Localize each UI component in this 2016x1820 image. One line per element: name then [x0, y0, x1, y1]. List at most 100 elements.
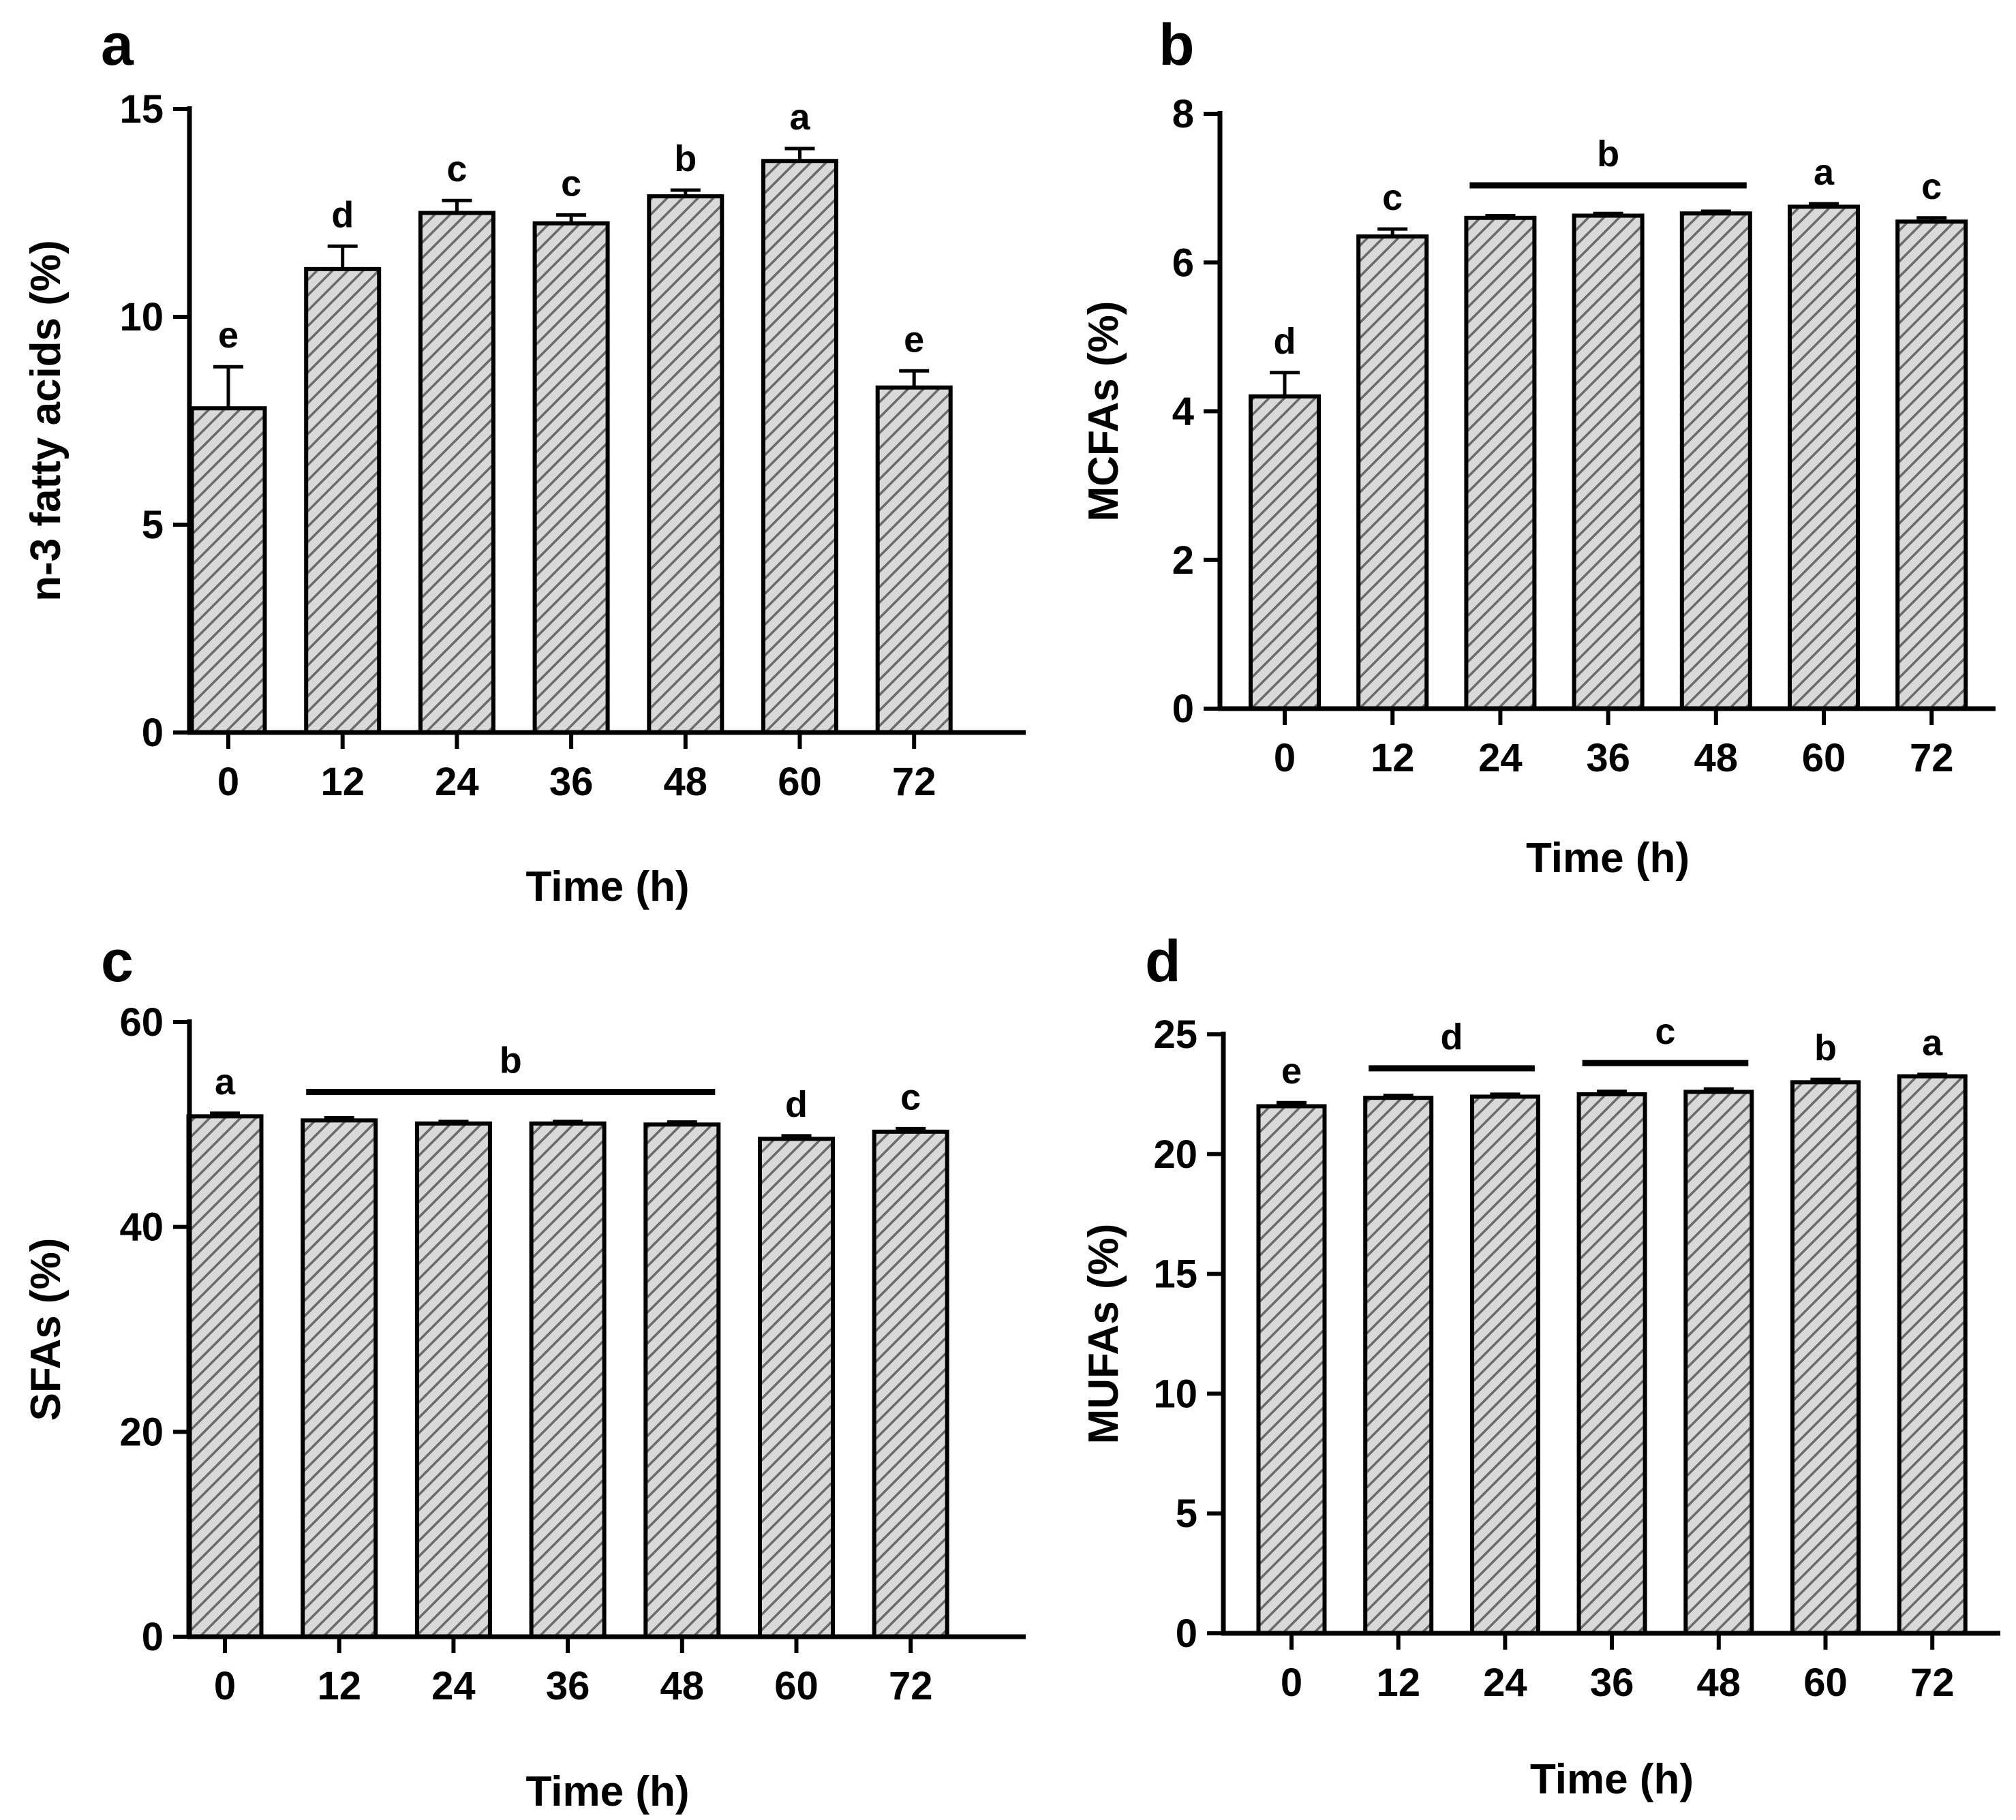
x-tick-label: 12	[320, 760, 365, 804]
significance-letter: a	[1922, 1023, 1943, 1064]
y-tick-label: 0	[142, 1615, 164, 1659]
error-bar	[324, 1116, 354, 1121]
x-tick-label: 48	[1694, 736, 1739, 780]
x-tick-label: 0	[1281, 1661, 1302, 1705]
x-axis-title: Time (h)	[526, 863, 690, 910]
error-bar	[781, 1134, 812, 1139]
y-tick-label: 40	[119, 1205, 164, 1250]
significance-letter: a	[1814, 152, 1835, 193]
bar-36h	[529, 1121, 607, 1639]
x-tick-label: 12	[1376, 1661, 1420, 1705]
panel-d: d e b a d c 0 5 10 15 20 25 0 12 24 36 48 60 72 Time (h) MUF…	[1080, 929, 2000, 1803]
bar-0h	[1249, 394, 1321, 711]
significance-letter: d	[785, 1084, 808, 1125]
error-bar	[899, 369, 930, 388]
significance-letter: d	[1441, 1017, 1463, 1058]
x-tick-label: 0	[1274, 736, 1296, 780]
x-axis-title: Time (h)	[1526, 835, 1690, 882]
y-axis-title: n-3 fatty acids (%)	[22, 240, 70, 602]
significance-letter: b	[500, 1040, 522, 1081]
bar-48h	[647, 194, 724, 735]
x-tick-label: 60	[1803, 1661, 1848, 1705]
error-bar	[327, 244, 358, 269]
x-tick-label: 72	[1910, 1661, 1955, 1705]
x-tick-label: 48	[664, 760, 708, 804]
error-bar	[1809, 202, 1839, 207]
error-bar	[1383, 1094, 1414, 1098]
error-bar	[438, 1120, 469, 1124]
y-tick-label: 5	[142, 503, 164, 547]
y-tick-label: 6	[1172, 241, 1194, 285]
significance-letter: b	[1597, 134, 1619, 174]
x-tick-label: 36	[1590, 1661, 1634, 1705]
bar-72h	[872, 1129, 949, 1639]
significance-letter: c	[1921, 166, 1942, 207]
x-tick-label: 60	[774, 1664, 819, 1708]
bar-12h	[304, 266, 382, 735]
bar-48h	[1683, 1090, 1754, 1636]
error-bar	[210, 1111, 240, 1117]
y-axis-title: MCFAs (%)	[1080, 301, 1127, 522]
x-tick-label: 48	[660, 1664, 705, 1708]
y-tick-label: 15	[119, 87, 164, 132]
error-bar	[896, 1126, 926, 1132]
significance-letter: d	[1274, 321, 1296, 362]
bar-72h	[875, 385, 953, 735]
x-tick-label: 24	[431, 1664, 476, 1708]
bar-72h	[1895, 219, 1968, 711]
panel-letter: a	[101, 12, 134, 78]
y-axis-title: SFAs (%)	[22, 1238, 70, 1421]
significance-letter: e	[904, 319, 924, 360]
y-tick-label: 8	[1172, 92, 1194, 136]
x-tick-label: 12	[317, 1664, 361, 1708]
error-bar	[1593, 211, 1623, 216]
x-tick-label: 24	[1478, 736, 1523, 780]
error-bar	[1917, 1073, 1948, 1077]
bar-60h	[1788, 204, 1860, 711]
y-tick-label: 0	[1176, 1611, 1197, 1656]
error-bar	[1703, 1087, 1734, 1092]
panel-letter: b	[1159, 12, 1195, 78]
significance-letter: c	[1382, 177, 1403, 218]
error-bar	[1810, 1077, 1841, 1083]
error-bar	[213, 365, 243, 409]
error-bar	[1916, 216, 1947, 222]
bar-12h	[1356, 234, 1429, 711]
error-bar	[1490, 1092, 1521, 1097]
x-tick-label: 24	[1483, 1661, 1527, 1705]
bar-36h	[1572, 213, 1645, 711]
significance-letter: c	[446, 149, 467, 189]
x-tick-label: 36	[546, 1664, 590, 1708]
panel-letter: d	[1145, 929, 1181, 994]
bar-60h	[1790, 1080, 1861, 1635]
bar-48h	[1679, 211, 1752, 711]
y-tick-label: 15	[1153, 1252, 1197, 1297]
x-tick-label: 72	[892, 760, 936, 804]
x-tick-label: 72	[889, 1664, 933, 1708]
bar-0h	[189, 406, 267, 735]
y-tick-label: 60	[119, 1000, 164, 1045]
panel-letter: c	[101, 929, 134, 994]
error-bar	[1700, 209, 1731, 214]
error-bar	[556, 213, 587, 223]
bar-0h	[1256, 1104, 1327, 1635]
x-tick-label: 12	[1371, 736, 1415, 780]
bar-72h	[1897, 1074, 1968, 1635]
significance-letter: b	[1814, 1028, 1837, 1068]
x-tick-label: 0	[217, 760, 239, 804]
significance-letter: d	[331, 194, 354, 235]
y-tick-label: 0	[142, 711, 164, 755]
error-bar	[442, 198, 472, 213]
bar-24h	[1469, 1094, 1540, 1635]
error-bar	[1277, 1100, 1307, 1107]
bar-36h	[532, 221, 610, 735]
y-tick-label: 2	[1172, 538, 1194, 583]
error-bar	[1597, 1090, 1628, 1094]
y-axis-title: MUFAs (%)	[1080, 1224, 1127, 1445]
significance-letter: c	[1655, 1011, 1675, 1052]
significance-letter: c	[900, 1077, 921, 1117]
error-bar	[1485, 214, 1516, 218]
bar-24h	[418, 211, 495, 735]
x-tick-label: 0	[214, 1664, 236, 1708]
